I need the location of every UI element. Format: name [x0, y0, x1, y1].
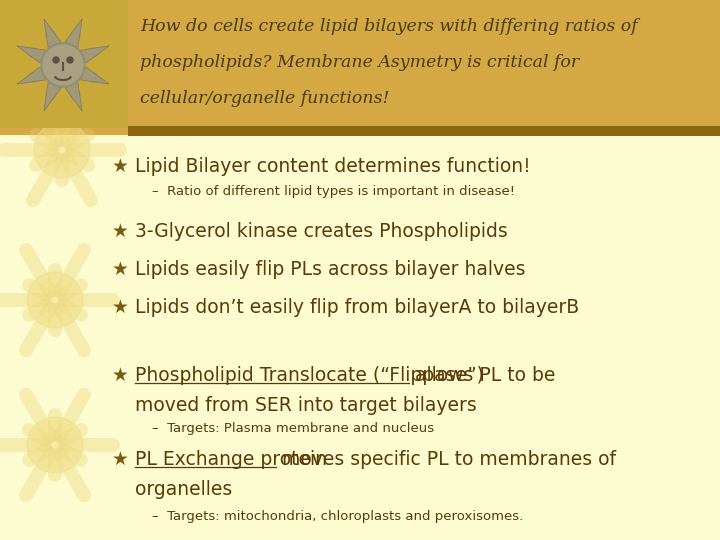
- Text: allows PL to be: allows PL to be: [409, 366, 555, 385]
- Text: –  Ratio of different lipid types is important in disease!: – Ratio of different lipid types is impo…: [152, 185, 515, 198]
- Text: Lipids don’t easily flip from bilayerA to bilayerB: Lipids don’t easily flip from bilayerA t…: [135, 298, 580, 317]
- Circle shape: [67, 57, 73, 63]
- Circle shape: [41, 43, 85, 87]
- Text: ★: ★: [112, 298, 129, 317]
- Text: ★: ★: [112, 157, 129, 176]
- Bar: [0, 0, 720, 135]
- Text: ★: ★: [112, 260, 129, 279]
- Polygon shape: [65, 19, 82, 48]
- Text: –  Targets: Plasma membrane and nucleus: – Targets: Plasma membrane and nucleus: [152, 422, 434, 435]
- Circle shape: [27, 272, 83, 328]
- Text: 3-Glycerol kinase creates Phospholipids: 3-Glycerol kinase creates Phospholipids: [135, 222, 508, 241]
- Bar: [0, 0, 128, 128]
- Text: phospholipids? Membrane Asymetry is critical for: phospholipids? Membrane Asymetry is crit…: [140, 54, 579, 71]
- Text: ★: ★: [112, 450, 129, 469]
- Polygon shape: [17, 46, 45, 63]
- Text: Lipid Bilayer content determines function!: Lipid Bilayer content determines functio…: [135, 157, 531, 176]
- Text: moves specific PL to membranes of: moves specific PL to membranes of: [276, 450, 616, 469]
- Polygon shape: [81, 46, 109, 63]
- Circle shape: [53, 57, 59, 63]
- Text: cellular/organelle functions!: cellular/organelle functions!: [140, 90, 390, 107]
- Circle shape: [43, 45, 83, 85]
- Polygon shape: [44, 19, 61, 48]
- Text: ★: ★: [112, 366, 129, 385]
- Bar: [128, 126, 720, 136]
- Polygon shape: [17, 67, 45, 84]
- Circle shape: [27, 417, 83, 473]
- Text: How do cells create lipid bilayers with differing ratios of: How do cells create lipid bilayers with …: [140, 18, 638, 35]
- Text: Phospholipid Translocate (“Flippase”): Phospholipid Translocate (“Flippase”): [135, 366, 484, 385]
- Text: ★: ★: [112, 222, 129, 241]
- Polygon shape: [81, 67, 109, 84]
- Text: organelles: organelles: [135, 480, 233, 499]
- Text: Lipids easily flip PLs across bilayer halves: Lipids easily flip PLs across bilayer ha…: [135, 260, 526, 279]
- Polygon shape: [65, 83, 82, 111]
- Text: moved from SER into target bilayers: moved from SER into target bilayers: [135, 396, 477, 415]
- Text: PL Exchange protein: PL Exchange protein: [135, 450, 327, 469]
- Circle shape: [34, 122, 90, 178]
- Polygon shape: [44, 83, 61, 111]
- Text: –  Targets: mitochondria, chloroplasts and peroxisomes.: – Targets: mitochondria, chloroplasts an…: [152, 510, 523, 523]
